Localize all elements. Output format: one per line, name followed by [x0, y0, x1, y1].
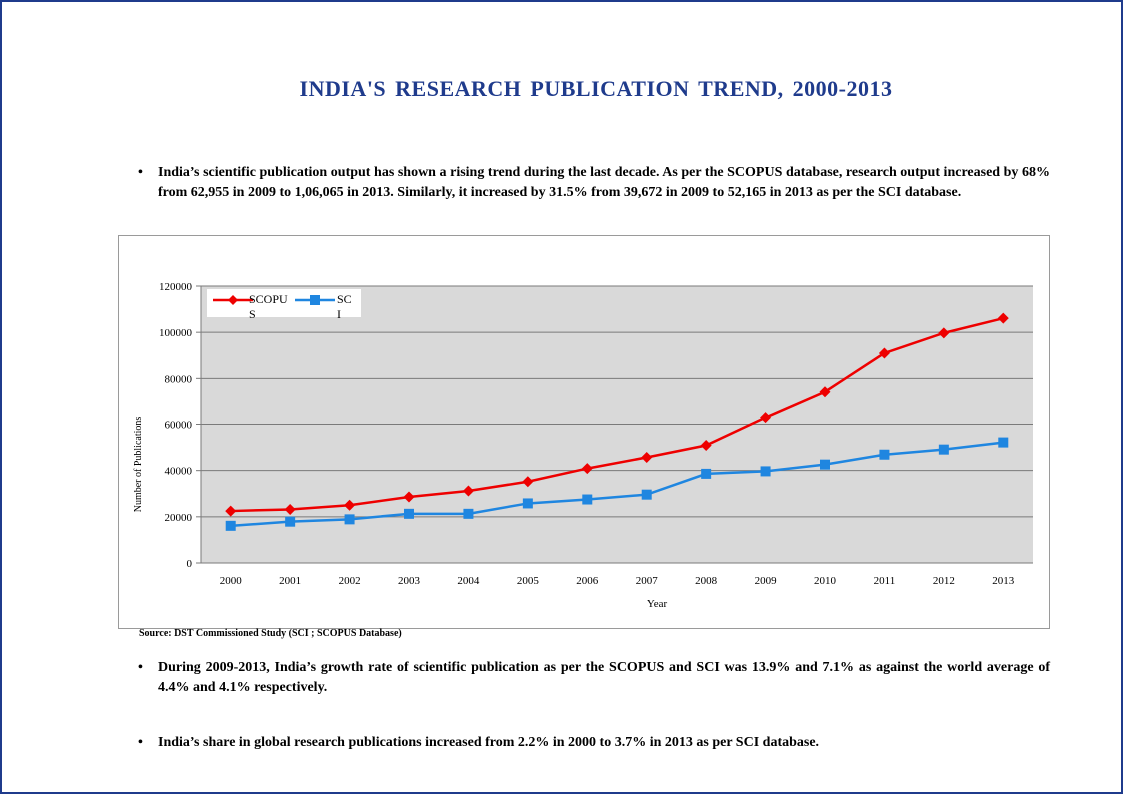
data-point-scopus	[760, 412, 772, 424]
bullet-point-3: • India’s share in global research publi…	[138, 733, 1050, 753]
data-point-scopus	[581, 463, 593, 475]
data-point-sci	[760, 466, 771, 477]
x-tick-label: 2008	[695, 575, 718, 587]
data-point-scopus	[819, 386, 831, 398]
slide-title: INDIA'S RESEARCH PUBLICATION TREND, 2000…	[299, 76, 893, 101]
bullet-text: During 2009-2013, India’s growth rate of…	[158, 660, 1050, 695]
data-point-scopus	[878, 347, 890, 359]
x-tick-label: 2002	[339, 575, 361, 587]
x-tick-label: 2003	[398, 575, 421, 587]
data-point-sci	[285, 516, 296, 527]
series-line-sci	[230, 441, 1004, 528]
bullet-point-2: • During 2009-2013, India’s growth rate …	[138, 658, 1050, 698]
x-tick-label: 2007	[636, 575, 659, 587]
bullet-marker: •	[138, 165, 143, 180]
x-tick-label: 2000	[220, 575, 243, 587]
data-point-scopus	[403, 491, 415, 503]
data-point-sci	[641, 489, 652, 500]
data-point-sci	[820, 459, 830, 470]
chart-source: Source: DST Commissioned Study (SCI ; SC…	[139, 628, 402, 639]
data-point-sci	[522, 498, 533, 509]
x-axis-label: Year	[647, 598, 668, 610]
data-point-scopus	[641, 452, 653, 464]
y-axis-label: Number of Publications	[133, 417, 144, 513]
data-point-sci	[225, 520, 236, 531]
data-point-sci	[998, 437, 1009, 448]
legend-swatch-scopus	[213, 295, 253, 305]
x-tick-label: 2012	[933, 575, 955, 587]
data-point-sci	[344, 514, 355, 525]
y-tick-label: 40000	[165, 466, 193, 478]
data-point-sci	[701, 468, 712, 479]
legend-swatch-sci	[295, 295, 335, 305]
bullet-text: India’s share in global research publica…	[158, 735, 820, 750]
x-tick-label: 2010	[814, 575, 837, 587]
data-point-sci	[463, 508, 474, 519]
bullet-marker: •	[138, 660, 143, 675]
data-point-scopus	[225, 505, 237, 517]
data-point-scopus	[284, 503, 296, 515]
y-tick-label: 0	[187, 558, 193, 570]
x-tick-label: 2013	[992, 575, 1015, 587]
bullet-marker: •	[138, 735, 143, 750]
data-point-sci	[879, 449, 890, 460]
legend-label-scopus: SCOPUS	[249, 292, 288, 321]
data-point-sci	[938, 444, 949, 455]
series-line-scopus	[230, 316, 1004, 513]
y-tick-label: 80000	[165, 373, 193, 385]
data-point-sci	[582, 494, 593, 505]
bullet-text: India’s scientific publication output ha…	[158, 165, 1050, 200]
data-point-scopus	[344, 499, 356, 511]
data-point-scopus	[522, 476, 534, 488]
y-tick-label: 20000	[165, 512, 193, 524]
x-tick-label: 2011	[874, 575, 896, 587]
data-point-scopus	[938, 327, 950, 339]
data-point-scopus	[997, 312, 1009, 324]
data-point-scopus	[700, 440, 712, 452]
legend-label-sci: SCI	[337, 292, 352, 321]
chart-container: 0 20000 40000 60000 80000 100000 120000 2000 200…	[118, 235, 1050, 629]
x-tick-label: 2001	[279, 575, 301, 587]
publication-trend-chart: 0 20000 40000 60000 80000 100000 120000 2000 200…	[133, 281, 1033, 610]
x-tick-label: 2005	[517, 575, 540, 587]
x-tick-label: 2006	[576, 575, 599, 587]
x-tick-label: 2009	[755, 575, 778, 587]
chart-legend: SCOPUS SCI	[207, 289, 361, 321]
y-tick-label: 120000	[159, 281, 193, 293]
data-point-sci	[404, 508, 414, 519]
y-tick-label: 60000	[165, 420, 193, 432]
x-tick-label: 2004	[457, 575, 480, 587]
y-tick-label: 100000	[159, 327, 193, 339]
data-point-scopus	[462, 485, 474, 497]
bullet-point-1: • India’s scientific publication output …	[138, 163, 1050, 203]
